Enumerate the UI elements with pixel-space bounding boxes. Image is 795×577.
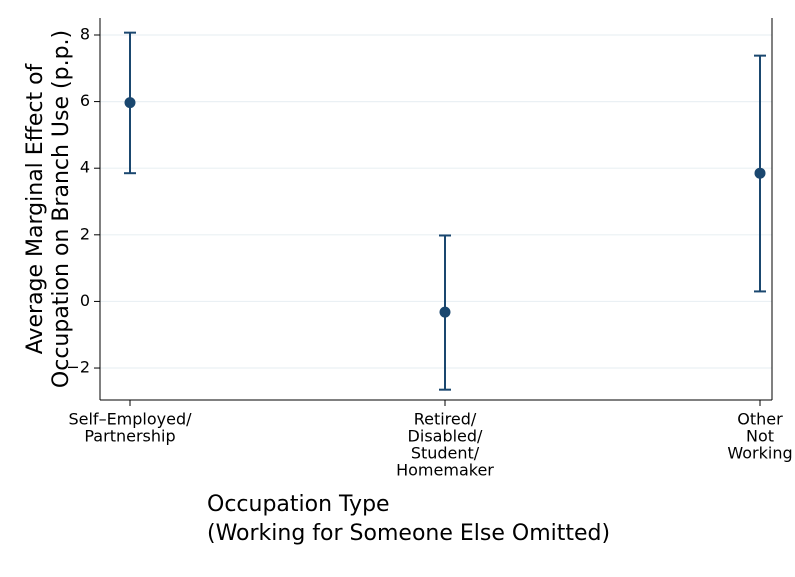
x-tick-label: Retired/ <box>414 410 477 429</box>
x-tick-label: Disabled/ <box>408 427 484 446</box>
y-axis-title: Occupation on Branch Use (p.p.) <box>49 30 74 388</box>
x-tick-label: Other <box>737 410 783 429</box>
x-tick-label: Student/ <box>411 444 480 463</box>
x-tick-label: Working <box>727 444 792 463</box>
x-tick-label: Self–Employed/ <box>68 410 192 429</box>
x-tick-label: Homemaker <box>396 461 494 480</box>
x-axis-title: (Working for Someone Else Omitted) <box>207 521 610 546</box>
y-tick-label: 2 <box>80 224 90 243</box>
y-tick-label: −2 <box>66 358 90 377</box>
y-tick-label: 0 <box>80 291 90 310</box>
point <box>754 167 766 179</box>
point <box>439 306 451 318</box>
y-tick-label: 4 <box>80 158 90 177</box>
x-axis-title: Occupation Type <box>207 492 390 517</box>
y-tick-label: 8 <box>80 24 90 43</box>
y-axis-title: Average Marginal Effect of <box>23 62 48 354</box>
point <box>124 97 136 109</box>
x-tick-label: Partnership <box>84 427 175 446</box>
y-tick-label: 6 <box>80 91 90 110</box>
x-tick-label: Not <box>746 427 774 446</box>
